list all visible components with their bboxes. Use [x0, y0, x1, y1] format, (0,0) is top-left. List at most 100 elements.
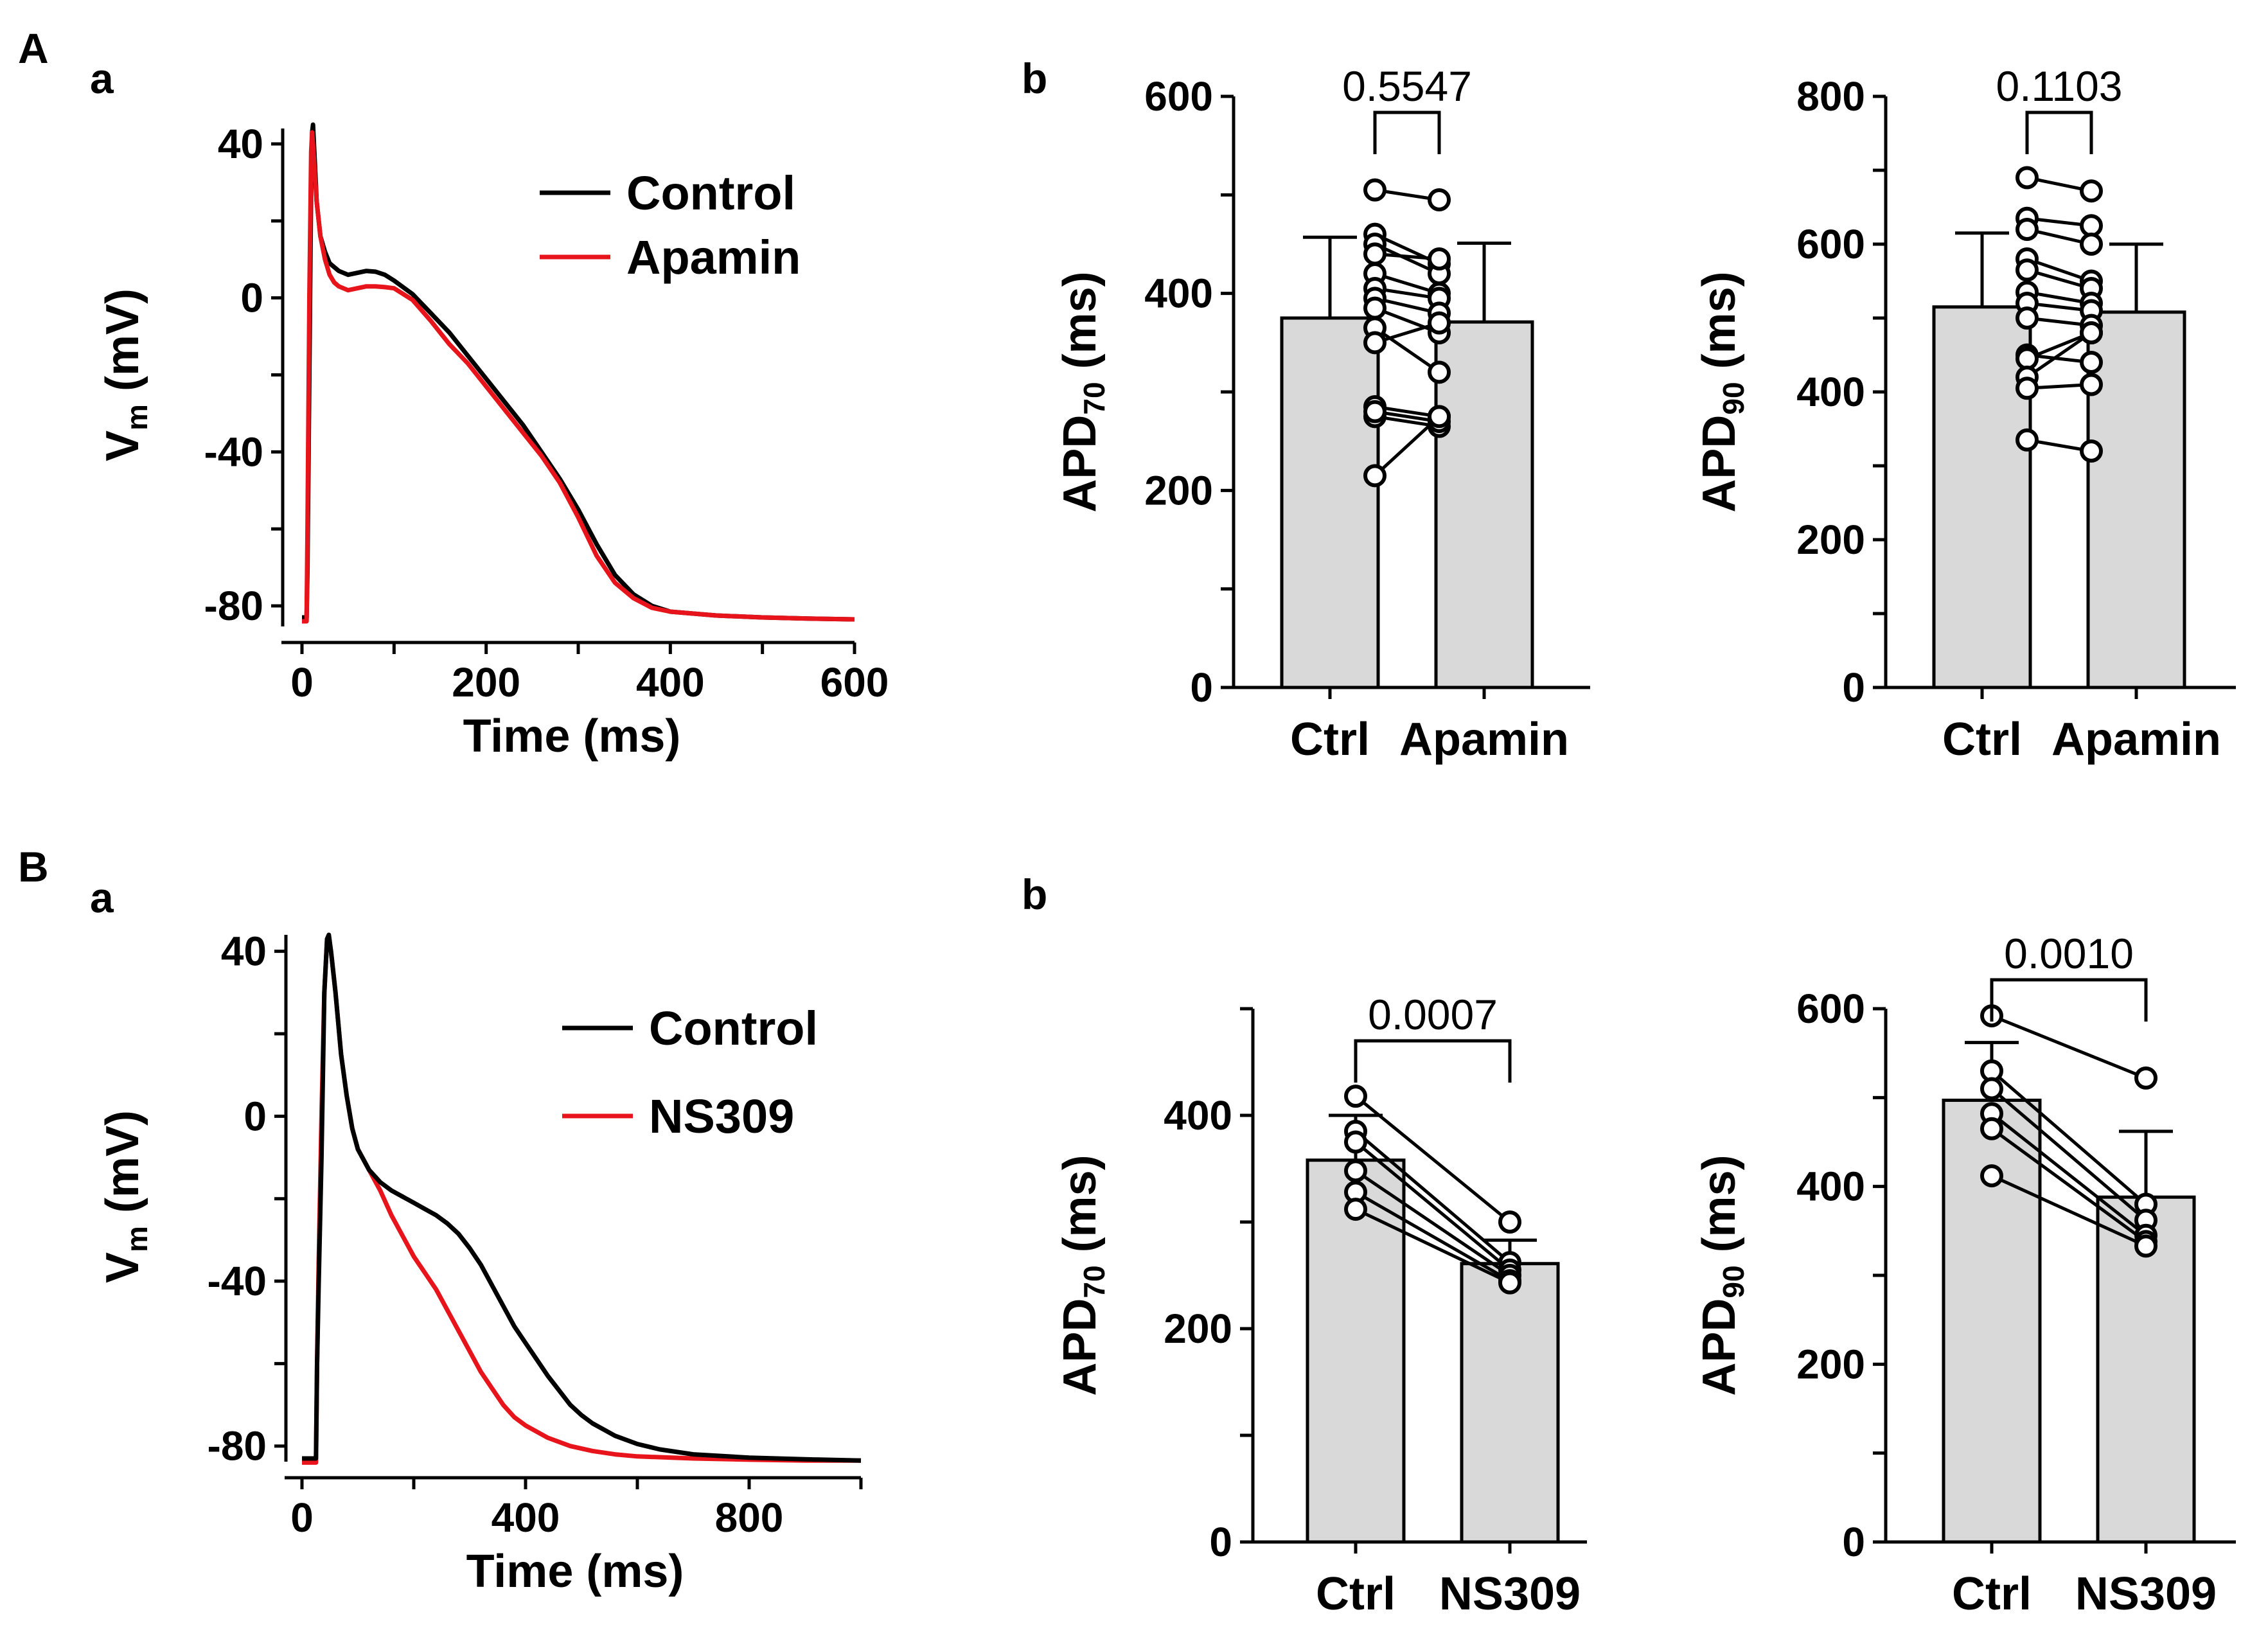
point-ctrl: [1980, 1117, 2003, 1140]
point-ctrl: [1980, 1164, 2003, 1188]
x-tick-label: 800: [715, 1494, 784, 1541]
point-ctrl: [1363, 296, 1386, 320]
pair-line: [1990, 1174, 2147, 1248]
p-value-label: 0.1103: [1996, 62, 2123, 110]
y-tick-label: 0: [1209, 1519, 1232, 1565]
significance-bracket: [2025, 111, 2093, 154]
panel-label-Ab: b: [1022, 55, 1047, 102]
point-treated: [2080, 321, 2103, 344]
y-tick-label: 0: [240, 275, 263, 321]
pair-line: [1991, 1014, 2147, 1080]
point-ctrl: [2016, 347, 2039, 371]
p-value-label: 0.5547: [1342, 62, 1472, 110]
point-ctrl: [2016, 306, 2039, 330]
pair-line: [2026, 331, 2093, 379]
point-treated: [2080, 233, 2103, 256]
point-treated: [1428, 360, 1451, 384]
pair-line: [1354, 1207, 1511, 1284]
bar-apamin: [1434, 320, 1534, 689]
y-tick-label: 40: [221, 928, 267, 975]
y-tick-label: -40: [208, 1258, 267, 1304]
pair-line: [1354, 1129, 1511, 1264]
y-axis-label: APD90 (ms): [1694, 1155, 1750, 1395]
y-tick-label: 40: [218, 121, 263, 167]
panel-label-Bb: b: [1022, 871, 1047, 918]
y-tick-label: -40: [204, 429, 264, 475]
point-ctrl: [1344, 1159, 1367, 1183]
pair-line: [1354, 1169, 1511, 1277]
y-tick-label: 400: [1796, 369, 1865, 415]
y-tick-label: 400: [1144, 270, 1213, 317]
y-axis-label: Vm (mV): [97, 288, 154, 461]
point-treated: [2134, 1066, 2157, 1090]
chart-Ab-apd90: 0 200 400 600 800 APD90 (ms) Ctrl Apamin 0.1103: [1694, 62, 2236, 765]
x-axis-label: Time (ms): [463, 711, 681, 762]
bar-ctrl: [1280, 316, 1380, 689]
pair-line: [1990, 1069, 2147, 1206]
pair-line: [1374, 326, 1440, 374]
x-tick-label: 400: [636, 659, 705, 705]
x-category-label: NS309: [2075, 1568, 2217, 1620]
point-ctrl: [1344, 1130, 1367, 1154]
pair-line: [1354, 1140, 1511, 1271]
point-ctrl: [1344, 1085, 1367, 1108]
y-tick-label: 200: [1796, 517, 1865, 563]
legend-label-ns309: NS309: [649, 1090, 794, 1143]
y-tick-label: 0: [1190, 664, 1213, 711]
point-ctrl: [1363, 178, 1386, 202]
panel-label-Ba: a: [90, 874, 114, 921]
point-treated: [1428, 405, 1451, 429]
y-tick-label: 600: [1144, 73, 1213, 120]
point-ctrl: [2016, 376, 2039, 400]
x-category-label: Ctrl: [1952, 1568, 2032, 1620]
y-tick-label: 600: [1796, 986, 1865, 1032]
pair-line: [1354, 1191, 1511, 1282]
point-ctrl: [2016, 218, 2039, 241]
series-line-apamin: [302, 130, 855, 624]
x-tick-label: 600: [820, 659, 889, 705]
x-tick-label: 0: [290, 1494, 314, 1541]
x-axis-label: Time (ms): [466, 1546, 684, 1597]
point-treated: [2080, 214, 2103, 238]
panel-label-B: B: [18, 843, 49, 890]
bar-apamin: [2086, 310, 2186, 689]
x-tick-label: 200: [452, 659, 520, 705]
chart-Bb-apd90: 0 200 400 600 APD90 (ms) Ctrl NS309 0.0010: [1694, 930, 2236, 1620]
bar-ns309: [1460, 1262, 1560, 1544]
pair-line: [1990, 1127, 2147, 1243]
point-treated: [2134, 1234, 2157, 1258]
pair-line: [1354, 1095, 1511, 1223]
pair-line: [1374, 242, 1440, 276]
point-treated: [1498, 1271, 1521, 1295]
x-tick-label: 0: [290, 659, 314, 705]
point-ctrl: [2016, 166, 2039, 190]
x-tick-label: 400: [492, 1494, 560, 1541]
chart-Ab-apd70: 0 200 400 600 APD70 (ms) Ctrl Apamin 0.5547: [1054, 62, 1590, 765]
y-tick-label: 200: [1164, 1306, 1232, 1352]
point-ctrl: [1344, 1198, 1367, 1221]
x-category-label: Apamin: [2051, 714, 2221, 765]
y-tick-label: 400: [1796, 1164, 1865, 1210]
x-category-label: NS309: [1439, 1568, 1581, 1620]
x-category-label: Ctrl: [1942, 714, 2022, 765]
y-tick-label: 0: [244, 1093, 267, 1139]
y-tick-label: -80: [204, 583, 264, 629]
x-category-label: Apamin: [1399, 714, 1569, 765]
point-treated: [2080, 179, 2103, 203]
point-treated: [1428, 188, 1451, 211]
x-category-label: Ctrl: [1290, 714, 1370, 765]
y-tick-label: 400: [1164, 1092, 1232, 1138]
legend-label-control: Control: [626, 166, 795, 220]
y-axis-label: APD70 (ms): [1054, 271, 1111, 512]
panel-label-Aa: a: [90, 55, 114, 102]
y-axis-label: APD70 (ms): [1054, 1155, 1111, 1395]
pair-line: [1990, 1112, 2147, 1237]
p-value-label: 0.0007: [1368, 991, 1498, 1038]
point-ctrl: [2016, 258, 2039, 282]
y-tick-label: 0: [1842, 664, 1865, 711]
point-treated: [2080, 351, 2103, 374]
y-tick-label: 0: [1842, 1519, 1865, 1565]
